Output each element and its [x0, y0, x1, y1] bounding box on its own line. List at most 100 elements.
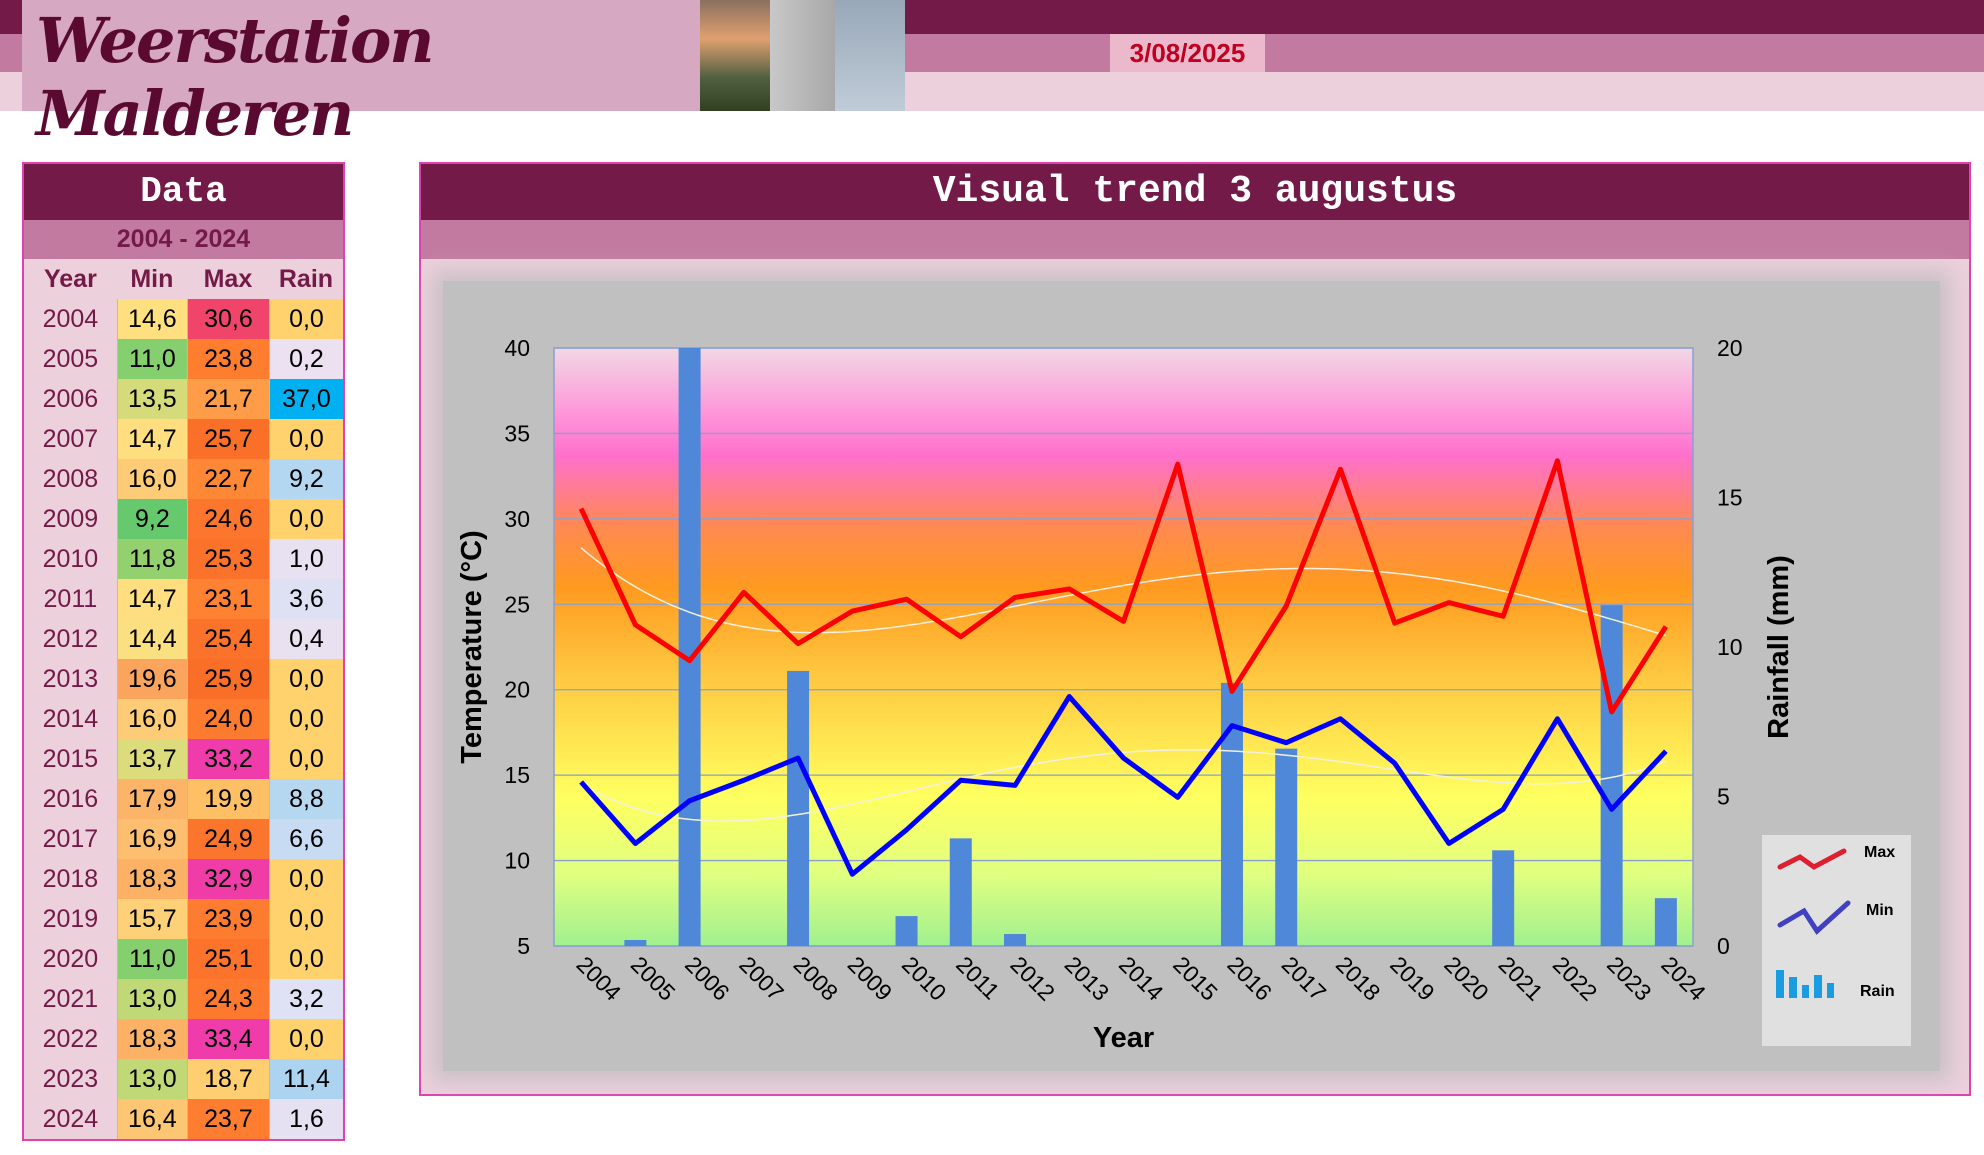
y-tick-label: 10 [504, 848, 530, 874]
x-tick-label: 2013 [1060, 951, 1115, 1006]
table-row: 2020 11,0 25,1 0,0 [24, 939, 343, 979]
max-cell: 19,9 [186, 779, 269, 819]
min-cell: 14,7 [116, 419, 187, 459]
year-cell: 2022 [42, 1025, 99, 1053]
year-cell: 2017 [42, 825, 99, 853]
year-cell: 2021 [42, 985, 99, 1013]
min-cell: 14,6 [116, 299, 187, 339]
rain-bar [1654, 898, 1677, 946]
rain-cell: 37,0 [268, 379, 343, 419]
x-tick-label: 2005 [626, 951, 681, 1006]
year-cell: 2007 [42, 425, 99, 453]
rain-cell: 1,0 [268, 539, 343, 579]
x-tick-label: 2021 [1494, 951, 1549, 1006]
rain-cell: 8,8 [268, 779, 343, 819]
max-cell: 32,9 [186, 859, 269, 899]
rain-bar [1275, 748, 1298, 946]
min-cell: 14,4 [116, 619, 187, 659]
y2-tick-label: 5 [1717, 784, 1730, 810]
y2-axis-label: Rainfall (mm) [1763, 555, 1795, 739]
table-row: 2006 13,5 21,7 37,0 [24, 379, 343, 419]
max-cell: 25,1 [186, 939, 269, 979]
max-cell: 25,3 [186, 539, 269, 579]
chart-panel-subbar [421, 220, 1969, 259]
year-cell: 2012 [42, 625, 99, 653]
photo-sunset [700, 0, 770, 111]
min-cell: 14,7 [116, 579, 187, 619]
y-tick-label: 30 [504, 506, 530, 532]
rain-cell: 0,0 [268, 659, 343, 699]
rain-cell: 0,0 [268, 859, 343, 899]
x-tick-label: 2012 [1005, 951, 1060, 1006]
max-cell: 30,6 [186, 299, 269, 339]
table-row: 2013 19,6 25,9 0,0 [24, 659, 343, 699]
photo-mast [770, 0, 835, 111]
current-date: 3/08/2025 [1110, 34, 1265, 72]
table-row: 2012 14,4 25,4 0,4 [24, 619, 343, 659]
rain-bar [1004, 934, 1027, 946]
rain-bar [787, 670, 810, 946]
year-cell: 2009 [42, 505, 99, 533]
min-cell: 13,5 [116, 379, 187, 419]
max-cell: 23,8 [186, 339, 269, 379]
rain-cell: 0,0 [268, 1019, 343, 1059]
year-cell: 2008 [42, 465, 99, 493]
max-cell: 25,4 [186, 619, 269, 659]
col-max: Max [203, 265, 253, 293]
rain-cell: 0,0 [268, 299, 343, 339]
rain-bar [1220, 682, 1243, 946]
min-cell: 16,4 [116, 1099, 187, 1139]
min-cell: 16,9 [116, 819, 187, 859]
rain-cell: 0,0 [268, 699, 343, 739]
table-row: 2010 11,8 25,3 1,0 [24, 539, 343, 579]
min-cell: 11,8 [116, 539, 187, 579]
max-cell: 25,7 [186, 419, 269, 459]
x-tick-label: 2024 [1656, 951, 1711, 1006]
rain-cell: 0,4 [268, 619, 343, 659]
year-cell: 2024 [42, 1105, 99, 1133]
table-row: 2015 13,7 33,2 0,0 [24, 739, 343, 779]
rain-bar [895, 916, 918, 946]
y-tick-label: 35 [504, 420, 530, 446]
y-tick-label: 25 [504, 591, 530, 617]
table-row: 2007 14,7 25,7 0,0 [24, 419, 343, 459]
y-tick-label: 15 [504, 762, 530, 788]
rain-cell: 0,0 [268, 499, 343, 539]
x-tick-label: 2020 [1439, 951, 1494, 1006]
year-cell: 2015 [42, 745, 99, 773]
table-range: 2004 - 2024 [24, 220, 343, 259]
legend-max: Max [1864, 844, 1896, 861]
rain-cell: 0,0 [268, 899, 343, 939]
year-cell: 2004 [42, 305, 99, 333]
max-cell: 22,7 [186, 459, 269, 499]
min-cell: 16,0 [116, 459, 187, 499]
x-tick-label: 2016 [1222, 951, 1277, 1006]
min-cell: 16,0 [116, 699, 187, 739]
photo-screen [835, 0, 905, 111]
x-tick-label: 2004 [572, 951, 627, 1006]
table-row: 2019 15,7 23,9 0,0 [24, 899, 343, 939]
min-cell: 17,9 [116, 779, 187, 819]
data-table: Data 2004 - 2024 Year Min Max Rain 2004 1… [22, 162, 345, 1141]
table-row: 2011 14,7 23,1 3,6 [24, 579, 343, 619]
max-cell: 24,0 [186, 699, 269, 739]
max-cell: 33,2 [186, 739, 269, 779]
y2-tick-label: 0 [1717, 933, 1730, 959]
max-cell: 24,6 [186, 499, 269, 539]
min-cell: 18,3 [116, 859, 187, 899]
col-rain: Rain [278, 265, 334, 293]
table-row: 2018 18,3 32,9 0,0 [24, 859, 343, 899]
rain-bar [949, 838, 972, 946]
x-tick-label: 2023 [1602, 951, 1657, 1006]
x-tick-label: 2008 [789, 951, 844, 1006]
max-cell: 23,7 [186, 1099, 269, 1139]
table-row: 2017 16,9 24,9 6,6 [24, 819, 343, 859]
max-cell: 33,4 [186, 1019, 269, 1059]
x-tick-label: 2007 [734, 951, 789, 1006]
max-cell: 18,7 [186, 1059, 269, 1099]
year-cell: 2010 [42, 545, 99, 573]
table-row: 2014 16,0 24,0 0,0 [24, 699, 343, 739]
x-tick-label: 2006 [680, 951, 735, 1006]
min-cell: 18,3 [116, 1019, 187, 1059]
